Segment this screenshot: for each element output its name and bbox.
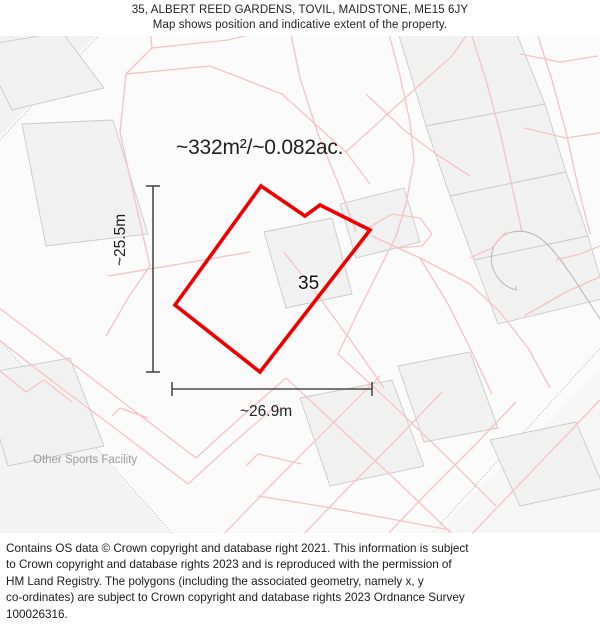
parcel-line [107, 251, 251, 277]
footer-line: HM Land Registry. The polygons (includin… [6, 574, 424, 588]
parcel-line [388, 36, 415, 237]
footer-line: to Crown copyright and database rights 2… [6, 558, 452, 572]
parcel-line [285, 377, 452, 533]
parcel-line [337, 235, 397, 355]
parcel-line [119, 36, 153, 267]
building-footprints [0, 36, 600, 507]
parcel-line [0, 370, 73, 403]
building-footprint [299, 379, 425, 487]
parcel-line [471, 399, 600, 533]
copyright-footer: Contains OS data © Crown copyright and d… [0, 533, 600, 625]
building-footprint [21, 119, 149, 247]
parcel-line [151, 36, 247, 49]
parcel-line [523, 127, 600, 139]
road-edge [555, 245, 600, 261]
footer-line: co-ordinates) are subject to Crown copyr… [6, 591, 465, 605]
parcel-line [337, 353, 497, 507]
parcel-line [0, 307, 197, 459]
landuse-boundary-bottomright [431, 347, 600, 533]
parcel-line [469, 283, 551, 389]
building-footprint [489, 421, 600, 507]
building-footprint [263, 217, 353, 309]
page-title: 35, ALBERT REED GARDENS, TOVIL, MAIDSTON… [131, 4, 469, 16]
parcel-line [537, 36, 591, 235]
cul-de-sac-road-edges [469, 231, 600, 261]
parcel-line [419, 257, 493, 395]
parcel-line [187, 403, 279, 485]
parcel-line [111, 407, 149, 419]
parcel-line [245, 453, 303, 467]
parcel-line [345, 36, 467, 153]
parcel-boundary-lines [0, 36, 600, 533]
page-header: 35, ALBERT REED GARDENS, TOVIL, MAIDSTON… [0, 0, 600, 36]
parcel-line [523, 275, 600, 317]
footer-line: 100026316. [6, 607, 68, 621]
property-boundary-polygon [172, 183, 373, 375]
parcel-line [365, 93, 471, 177]
page-subtitle: Map shows position and indicative extent… [152, 19, 448, 31]
parcel-line [471, 36, 523, 233]
dimension-rulers [146, 185, 373, 396]
parcel-line [519, 53, 599, 63]
landuse-boundary-topleft [0, 36, 99, 141]
parcel-line [105, 265, 151, 337]
parcel-line [125, 65, 371, 185]
parcel-line [290, 36, 357, 233]
parcel-line [223, 375, 381, 533]
parcel-line [303, 391, 443, 533]
map-vector-layer [0, 36, 600, 533]
building-footprint [0, 357, 105, 467]
parcel-line [387, 401, 517, 533]
road-edge [469, 231, 507, 259]
building-footprint [0, 36, 105, 111]
map-canvas[interactable]: ~332m²/~0.082ac. 35 ~26.9m ~25.5m Other … [0, 36, 600, 533]
parcel-line [195, 377, 287, 459]
building-footprint [397, 351, 499, 443]
parcel-line [0, 339, 189, 485]
footer-line: Contains OS data © Crown copyright and d… [6, 542, 469, 555]
parcel-line [257, 495, 451, 531]
parcel-line [283, 251, 385, 389]
